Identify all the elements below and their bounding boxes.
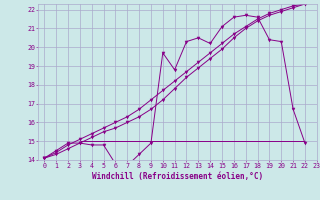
X-axis label: Windchill (Refroidissement éolien,°C): Windchill (Refroidissement éolien,°C) bbox=[92, 172, 263, 181]
